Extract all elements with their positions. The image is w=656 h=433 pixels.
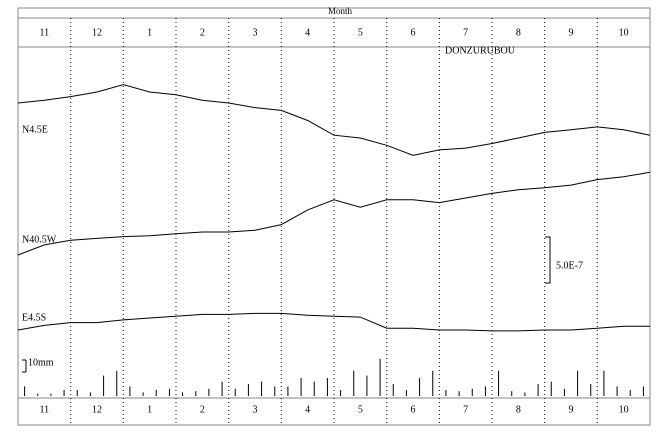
month-label: 6	[411, 27, 416, 38]
scale-label: 5.0E-7	[556, 260, 583, 271]
strain-trace	[17, 312, 650, 332]
month-label: 5	[358, 404, 363, 415]
month-label: 10	[619, 27, 629, 38]
frame	[17, 7, 651, 426]
month-label: 4	[305, 404, 310, 415]
month-label: 10	[619, 404, 629, 415]
month-label: 9	[569, 404, 574, 415]
month-label: 4	[305, 27, 310, 38]
month-label: 11	[40, 404, 50, 415]
month-label: 3	[253, 27, 258, 38]
trace-label: E4.5S	[22, 312, 46, 323]
strain-trace	[17, 171, 651, 256]
month-label: 1	[147, 404, 152, 415]
month-label: 8	[516, 404, 521, 415]
month-label: 8	[516, 27, 521, 38]
month-label: 7	[463, 404, 468, 415]
month-label: 12	[92, 404, 102, 415]
month-label: 2	[200, 27, 205, 38]
month-label: 12	[92, 27, 102, 38]
rain-scale	[22, 359, 27, 373]
rain-scale-label: 10mm	[28, 357, 54, 368]
scale-bar	[545, 236, 551, 284]
month-label: 3	[253, 404, 258, 415]
month-label: 1	[147, 27, 152, 38]
month-label: 9	[569, 27, 574, 38]
month-label: 5	[358, 27, 363, 38]
trace-label: N4.5E	[22, 124, 48, 135]
axis-title: Month	[328, 6, 353, 16]
strain-trace	[17, 84, 651, 156]
month-label: 7	[463, 27, 468, 38]
month-label: 6	[411, 404, 416, 415]
month-label: 2	[200, 404, 205, 415]
station-label: DONZURUBOU	[445, 45, 516, 56]
trace-label: N40.5W	[22, 234, 57, 245]
month-label: 11	[40, 27, 50, 38]
